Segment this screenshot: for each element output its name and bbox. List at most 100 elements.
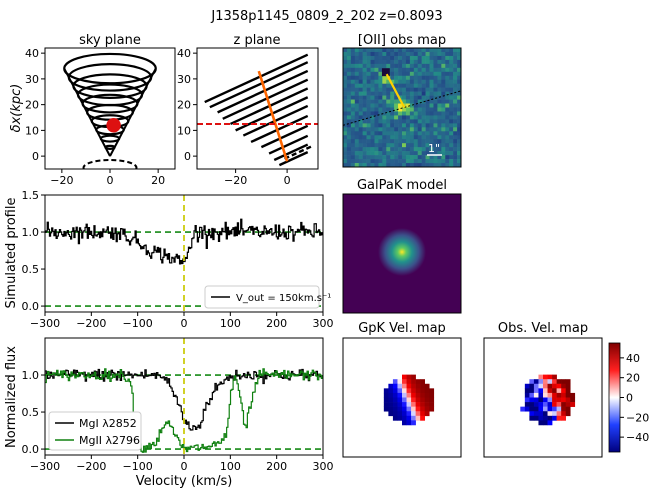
velocity-pixel — [565, 411, 571, 417]
oii-pixel — [374, 155, 379, 160]
oii-pixel — [409, 151, 415, 156]
velocity-pixel — [538, 411, 544, 417]
velocity-pixel — [397, 388, 403, 394]
velocity-pixel — [561, 397, 566, 403]
oii-pixel — [362, 63, 367, 69]
orange-line — [257, 70, 289, 162]
velocity-pixel — [547, 420, 553, 426]
velocity-pixel — [411, 406, 416, 412]
obs-vel-map-frame — [483, 337, 603, 458]
oii-pixel — [370, 155, 375, 160]
velocity-pixel — [552, 397, 557, 403]
oii-pixel — [386, 51, 391, 57]
oii-pixel — [382, 48, 387, 53]
oii-pixel — [346, 143, 352, 148]
oii-pixel — [346, 91, 352, 96]
oii-pixel — [358, 67, 363, 73]
velocity-pixel — [429, 392, 435, 398]
oii-pixel — [421, 63, 426, 69]
oii-pixel — [402, 55, 407, 61]
oii-pixel — [394, 48, 399, 53]
oii-obs-map-title: [OII] obs map — [358, 33, 446, 48]
velocity-pixel — [392, 388, 398, 394]
oii-pixel — [386, 163, 391, 168]
oii-pixel — [421, 79, 426, 84]
oii-pixel — [354, 51, 360, 57]
oii-pixel — [441, 155, 446, 160]
oii-pixel — [354, 111, 360, 116]
oii-pixel — [350, 87, 356, 92]
oii-pixel — [366, 135, 371, 140]
oii-pixel — [457, 87, 462, 92]
oii-pixel — [453, 71, 458, 77]
oii-pixel — [445, 79, 450, 84]
oii-pixel — [457, 107, 462, 112]
velocity-pixel — [424, 397, 430, 403]
velocity-pixel — [420, 402, 425, 407]
oii-pixel — [417, 131, 422, 136]
oii-pixel — [358, 131, 363, 136]
oii-pixel — [398, 123, 403, 128]
oii-pixel — [405, 107, 411, 112]
oii-pixel — [449, 75, 454, 81]
oii-pixel — [429, 91, 434, 96]
velocity-pixel — [561, 379, 566, 385]
oii-pixel — [382, 107, 387, 112]
oii-pixel — [437, 67, 442, 73]
colorbar-tick-label: 20 — [626, 372, 640, 385]
oii-pixel — [394, 103, 399, 108]
velocity-pixel — [415, 411, 421, 417]
oii-pixel — [394, 51, 399, 57]
oii-pixel — [413, 143, 419, 148]
oii-pixel — [405, 151, 411, 156]
oii-pixel — [453, 79, 458, 84]
oii-pixel — [417, 51, 422, 57]
oii-pixel — [429, 151, 434, 156]
oii-pixel — [413, 99, 419, 104]
oii-pixel — [374, 151, 379, 156]
velocity-pixel — [388, 392, 394, 398]
velocity-pixel — [533, 415, 539, 421]
x-tick-label: 0 — [107, 174, 114, 187]
oii-pixel — [441, 143, 446, 148]
colorbar-ticks: 40 20 0 −20 −40 — [620, 352, 649, 444]
velocity-pixel — [552, 411, 557, 417]
oii-pixel — [457, 103, 462, 108]
oii-pixel — [433, 83, 438, 88]
oii-pixel — [449, 59, 454, 65]
colorbar: 40 20 0 −20 −40 — [608, 342, 649, 453]
velocity-pixel — [565, 402, 571, 407]
oii-pixel — [394, 71, 399, 77]
oii-pixel — [453, 55, 458, 61]
oii-pixel — [402, 99, 407, 104]
oii-pixel — [445, 159, 450, 164]
oii-pixel — [402, 63, 407, 69]
oii-pixel — [413, 123, 419, 128]
oii-pixel — [449, 111, 454, 116]
oii-pixel — [350, 71, 356, 77]
velocity-pixel — [388, 411, 394, 417]
oii-pixel — [421, 115, 426, 120]
oii-pixel — [409, 107, 415, 112]
oii-pixel — [441, 103, 446, 108]
oii-pixel — [433, 99, 438, 104]
gpk-vel-map-panel: GpK Vel. map — [342, 321, 462, 458]
oii-yellow-line — [385, 73, 406, 109]
oii-pixel — [378, 123, 383, 128]
oii-pixel — [405, 139, 411, 144]
oii-pixel — [421, 147, 426, 152]
oii-pixel — [405, 48, 411, 53]
velocity-pixel — [561, 406, 566, 412]
simulated-profile-panel: Simulated profile −300 −200 −100 0 100 200 300… — [4, 189, 334, 330]
z-plane-plot — [197, 53, 318, 167]
oii-pixel — [441, 48, 446, 53]
oii-pixel — [343, 75, 348, 81]
oii-pixel — [366, 155, 371, 160]
oii-pixel — [366, 48, 371, 53]
oii-pixel — [386, 111, 391, 116]
oii-pixel — [362, 83, 367, 88]
oii-pixel — [445, 151, 450, 156]
oii-pixel — [409, 135, 415, 140]
velocity-pixel — [388, 388, 394, 394]
oii-pixel — [354, 127, 360, 132]
